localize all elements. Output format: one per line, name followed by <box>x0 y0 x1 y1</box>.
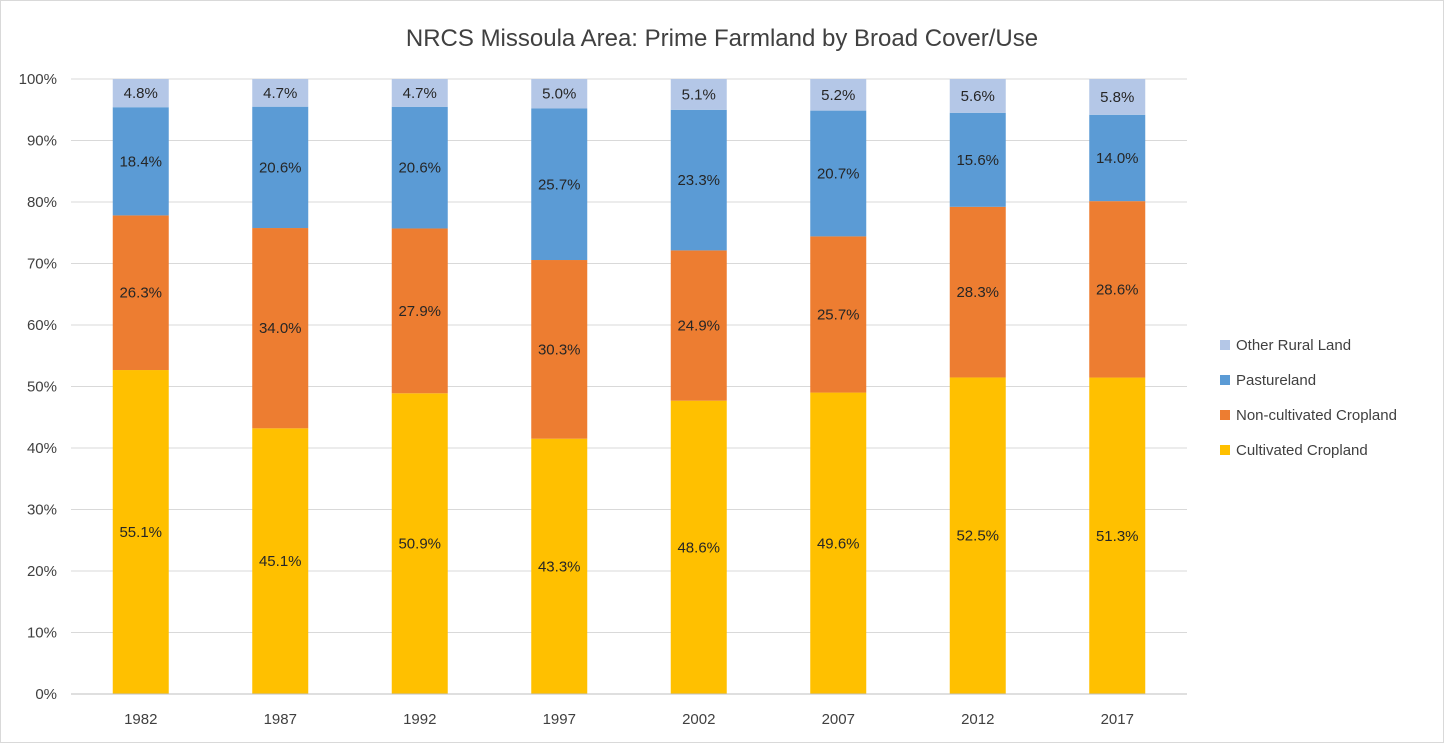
data-label: 5.8% <box>1100 89 1134 106</box>
data-label: 18.4% <box>119 153 162 170</box>
data-label: 5.1% <box>682 86 716 103</box>
y-tick-label: 0% <box>35 686 57 703</box>
x-tick-label: 2002 <box>682 711 715 728</box>
legend-entry: Non-cultivated Cropland <box>1236 407 1397 424</box>
bar-segment <box>112 215 169 371</box>
data-label: 45.1% <box>259 553 302 570</box>
data-label: 30.3% <box>538 341 581 358</box>
y-tick-label: 20% <box>27 563 57 580</box>
bar-segment <box>949 206 1006 378</box>
legend-entry: Pastureland <box>1236 372 1316 389</box>
data-label: 49.6% <box>817 535 860 552</box>
bar-segment <box>810 392 867 694</box>
bar-segment <box>949 79 1006 113</box>
axes: 0% 10% 20% 30% 40% 50% 60% 70% 80% 90% 100% 1982 198… <box>19 71 1187 728</box>
data-label: 25.7% <box>817 306 860 323</box>
legend-swatch <box>1220 375 1230 385</box>
y-tick-label: 70% <box>27 256 57 273</box>
data-label: 27.9% <box>398 303 441 320</box>
bar-segment <box>391 393 448 694</box>
data-label: 50.9% <box>398 536 441 553</box>
bar-segment <box>252 106 309 229</box>
bar-segment <box>531 79 588 109</box>
x-tick-label: 2017 <box>1101 711 1134 728</box>
data-label: 26.3% <box>119 285 162 302</box>
bar-segment <box>670 400 727 694</box>
data-label: 51.3% <box>1096 528 1139 545</box>
bar-segment <box>1089 114 1146 202</box>
bar-segment <box>1089 201 1146 378</box>
data-label: 48.6% <box>677 539 720 556</box>
legend: Other Rural Land Pastureland Non-cultivate… <box>1220 337 1397 459</box>
data-label: 20.6% <box>398 160 441 177</box>
bar-segment <box>949 377 1006 694</box>
data-label: 52.5% <box>956 528 999 545</box>
legend-swatch <box>1220 445 1230 455</box>
y-tick-label: 90% <box>27 133 57 150</box>
bar-segment <box>1089 79 1146 115</box>
data-label: 4.8% <box>124 85 158 102</box>
x-tick-label: 2012 <box>961 711 994 728</box>
bar-segment <box>252 228 309 429</box>
data-label: 34.0% <box>259 320 302 337</box>
data-label: 5.6% <box>961 88 995 105</box>
bar-segment <box>391 106 448 229</box>
x-tick-label: 1987 <box>264 711 297 728</box>
y-tick-label: 80% <box>27 194 57 211</box>
data-label: 23.3% <box>677 172 720 189</box>
bar-segment <box>670 79 727 110</box>
bar-segment <box>810 79 867 111</box>
y-tick-label: 50% <box>27 379 57 396</box>
data-label: 43.3% <box>538 558 581 575</box>
bar-segment <box>949 112 1006 207</box>
data-labels: 55.1% 26.3% 18.4% 4.8% 45.1% 34.0% 20.6% 4.7% 50… <box>119 85 1138 575</box>
data-label: 5.0% <box>542 86 576 103</box>
data-label: 20.6% <box>259 159 302 176</box>
legend-entry: Other Rural Land <box>1236 337 1351 354</box>
gridlines <box>71 78 1187 633</box>
legend-swatch <box>1220 410 1230 420</box>
data-label: 55.1% <box>119 524 162 541</box>
bar-segment <box>531 260 588 439</box>
y-tick-label: 60% <box>27 317 57 334</box>
data-label: 5.2% <box>821 87 855 104</box>
bar-segment <box>391 228 448 394</box>
bar-segment <box>391 79 448 107</box>
bar-segment <box>112 370 169 694</box>
bar-segment <box>1089 377 1146 694</box>
y-tick-label: 100% <box>19 71 57 88</box>
bars <box>112 79 1146 694</box>
x-tick-label: 1997 <box>543 711 576 728</box>
y-tick-label: 30% <box>27 502 57 519</box>
y-tick-label: 40% <box>27 440 57 457</box>
data-label: 28.3% <box>956 284 999 301</box>
bar-segment <box>810 236 867 393</box>
bar-segment <box>810 110 867 237</box>
legend-entry: Cultivated Cropland <box>1236 442 1368 459</box>
data-label: 15.6% <box>956 152 999 169</box>
x-tick-label: 1982 <box>124 711 157 728</box>
data-label: 4.7% <box>403 85 437 102</box>
bar-segment <box>252 428 309 694</box>
data-label: 20.7% <box>817 165 860 182</box>
data-label: 4.7% <box>263 85 297 102</box>
bar-segment <box>531 108 588 261</box>
bar-segment <box>670 250 727 401</box>
data-label: 14.0% <box>1096 150 1139 167</box>
data-label: 28.6% <box>1096 281 1139 298</box>
bar-segment <box>252 79 309 107</box>
x-tick-label: 2007 <box>822 711 855 728</box>
bar-segment <box>112 79 169 108</box>
legend-swatch <box>1220 340 1230 350</box>
bar-segment <box>670 109 727 251</box>
data-label: 24.9% <box>677 318 720 335</box>
y-tick-label: 10% <box>27 625 57 642</box>
bar-segment <box>531 438 588 694</box>
data-label: 25.7% <box>538 176 581 193</box>
chart-title: NRCS Missoula Area: Prime Farmland by Br… <box>406 25 1038 52</box>
x-tick-label: 1992 <box>403 711 436 728</box>
bar-segment <box>112 107 169 216</box>
